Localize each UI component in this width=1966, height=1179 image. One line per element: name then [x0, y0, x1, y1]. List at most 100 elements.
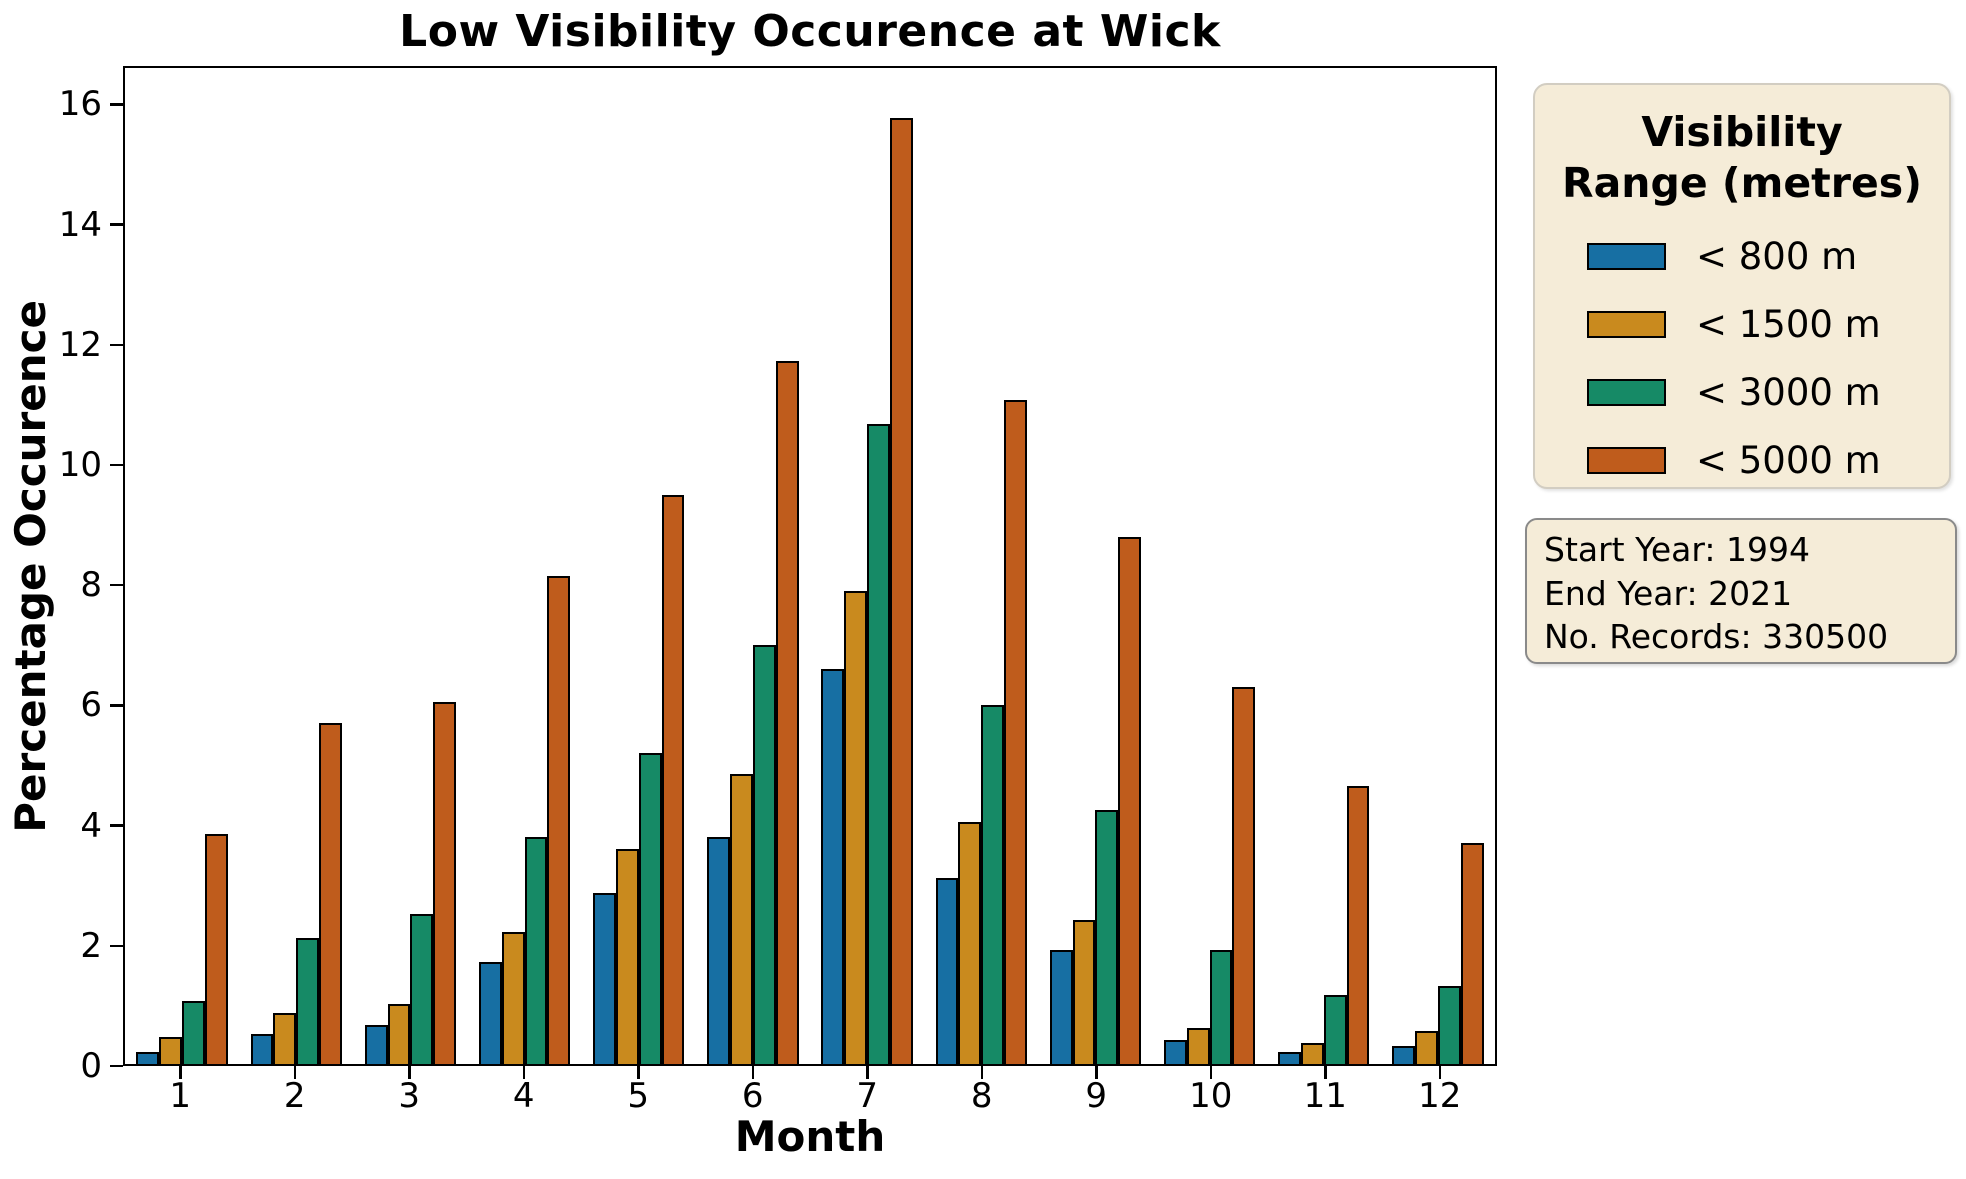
- bar-month11-800m: [1278, 1052, 1301, 1064]
- info-box: Start Year: 1994 End Year: 2021 No. Record…: [1525, 518, 1957, 664]
- month-group-4: [468, 68, 582, 1064]
- x-tick-label-4: 4: [512, 1076, 535, 1116]
- y-tick-label-6: 6: [80, 685, 102, 726]
- month-group-12: [1381, 68, 1495, 1064]
- x-tick-mark-11: [1324, 1066, 1327, 1079]
- bar-month4-3000m: [524, 836, 548, 1064]
- x-tick-mark-6: [751, 1066, 754, 1079]
- bar-month9-800m: [1049, 950, 1073, 1064]
- x-tick-mark-5: [637, 1066, 640, 1079]
- x-tick-label-3: 3: [398, 1076, 421, 1116]
- bar-month11-5000m: [1346, 785, 1370, 1064]
- bar-month12-3000m: [1437, 986, 1461, 1064]
- bar-month6-5000m: [775, 360, 799, 1064]
- y-tick-mark-0: [110, 1064, 123, 1068]
- x-tick-label-12: 12: [1418, 1076, 1462, 1116]
- bar-month1-1500m: [159, 1037, 183, 1064]
- month-group-10: [1153, 68, 1267, 1064]
- bar-month1-800m: [136, 1052, 160, 1064]
- bar-month4-800m: [478, 962, 502, 1064]
- month-group-5: [582, 68, 696, 1064]
- x-tick-label-5: 5: [627, 1076, 650, 1116]
- legend-item-800m: < 800 m: [1587, 235, 1949, 278]
- legend-box: Visibility Range (metres) < 800 m < 1500 …: [1533, 83, 1951, 489]
- y-tick-label-4: 4: [80, 805, 102, 846]
- x-tick-label-2: 2: [283, 1076, 306, 1116]
- legend-swatch-3000m: [1587, 378, 1666, 406]
- y-tick-label-16: 16: [58, 84, 102, 125]
- x-tick-label-10: 10: [1189, 1076, 1233, 1116]
- x-tick-label-9: 9: [1085, 1076, 1108, 1116]
- month-group-11: [1267, 68, 1381, 1064]
- bar-month9-1500m: [1072, 920, 1096, 1064]
- legend-item-3000m: < 3000 m: [1587, 371, 1949, 414]
- bar-month10-1500m: [1186, 1028, 1210, 1064]
- y-tick-mark-12: [110, 343, 123, 347]
- y-tick-label-0: 0: [80, 1046, 102, 1086]
- bar-month7-800m: [821, 668, 845, 1064]
- y-tick-mark-6: [110, 704, 123, 707]
- legend-label-1500m: < 1500 m: [1696, 302, 1881, 346]
- legend-swatch-800m: [1587, 242, 1666, 270]
- month-group-6: [696, 68, 810, 1064]
- bar-month8-5000m: [1004, 399, 1027, 1064]
- legend-swatch-5000m: [1587, 446, 1666, 474]
- bar-month2-800m: [250, 1034, 274, 1064]
- bar-month3-3000m: [410, 914, 434, 1064]
- bar-month7-3000m: [867, 423, 890, 1064]
- legend-item-1500m: < 1500 m: [1587, 303, 1949, 346]
- y-tick-label-14: 14: [58, 204, 102, 245]
- x-tick-mark-10: [1209, 1066, 1212, 1079]
- legend-label-5000m: < 5000 m: [1696, 438, 1881, 482]
- bar-month2-5000m: [319, 722, 342, 1064]
- bar-month1-3000m: [182, 1001, 205, 1064]
- bar-month9-3000m: [1095, 809, 1119, 1064]
- bar-month12-800m: [1392, 1046, 1416, 1064]
- plot-area: [123, 66, 1497, 1066]
- chart-title: Low Visibility Occurence at Wick: [399, 6, 1221, 57]
- month-group-7: [810, 68, 924, 1064]
- bar-month5-3000m: [638, 752, 662, 1064]
- bar-month11-1500m: [1300, 1043, 1324, 1064]
- x-tick-label-11: 11: [1303, 1076, 1347, 1116]
- month-group-1: [125, 68, 239, 1064]
- bar-month5-800m: [593, 893, 616, 1064]
- y-tick-label-12: 12: [58, 324, 102, 365]
- x-tick-mark-3: [408, 1066, 411, 1079]
- y-tick-mark-10: [110, 463, 123, 467]
- bar-month1-5000m: [204, 833, 228, 1064]
- bar-month8-3000m: [981, 704, 1005, 1064]
- bar-month10-800m: [1163, 1040, 1187, 1064]
- bar-month6-800m: [707, 836, 731, 1064]
- y-tick-label-2: 2: [80, 925, 102, 966]
- x-tick-label-1: 1: [169, 1076, 192, 1116]
- y-tick-mark-8: [110, 583, 123, 587]
- month-group-3: [353, 68, 467, 1064]
- y-tick-label-10: 10: [58, 445, 102, 486]
- bar-month2-3000m: [296, 938, 320, 1064]
- x-tick-label-7: 7: [856, 1076, 879, 1116]
- legend-label-800m: < 800 m: [1696, 234, 1858, 278]
- legend-label-3000m: < 3000 m: [1696, 370, 1881, 414]
- y-tick-mark-2: [110, 944, 123, 948]
- bar-month4-5000m: [547, 576, 571, 1064]
- legend-title: Visibility Range (metres): [1562, 108, 1922, 208]
- y-tick-label-8: 8: [80, 565, 102, 606]
- bar-month12-1500m: [1415, 1031, 1438, 1064]
- month-group-9: [1038, 68, 1152, 1064]
- x-tick-mark-9: [1095, 1066, 1098, 1079]
- bar-month8-1500m: [958, 821, 982, 1064]
- bar-month11-3000m: [1323, 995, 1347, 1064]
- x-tick-label-6: 6: [741, 1076, 764, 1116]
- bar-month10-5000m: [1232, 686, 1256, 1064]
- info-line-2: End Year: 2021: [1544, 573, 1793, 613]
- x-tick-mark-4: [522, 1066, 525, 1079]
- y-tick-mark-4: [110, 824, 123, 827]
- bar-month5-5000m: [661, 495, 685, 1064]
- bar-month3-1500m: [387, 1004, 411, 1064]
- bar-month7-1500m: [844, 591, 868, 1064]
- x-tick-label-8: 8: [970, 1076, 993, 1116]
- bar-month6-3000m: [752, 645, 776, 1064]
- legend-swatch-1500m: [1587, 310, 1666, 338]
